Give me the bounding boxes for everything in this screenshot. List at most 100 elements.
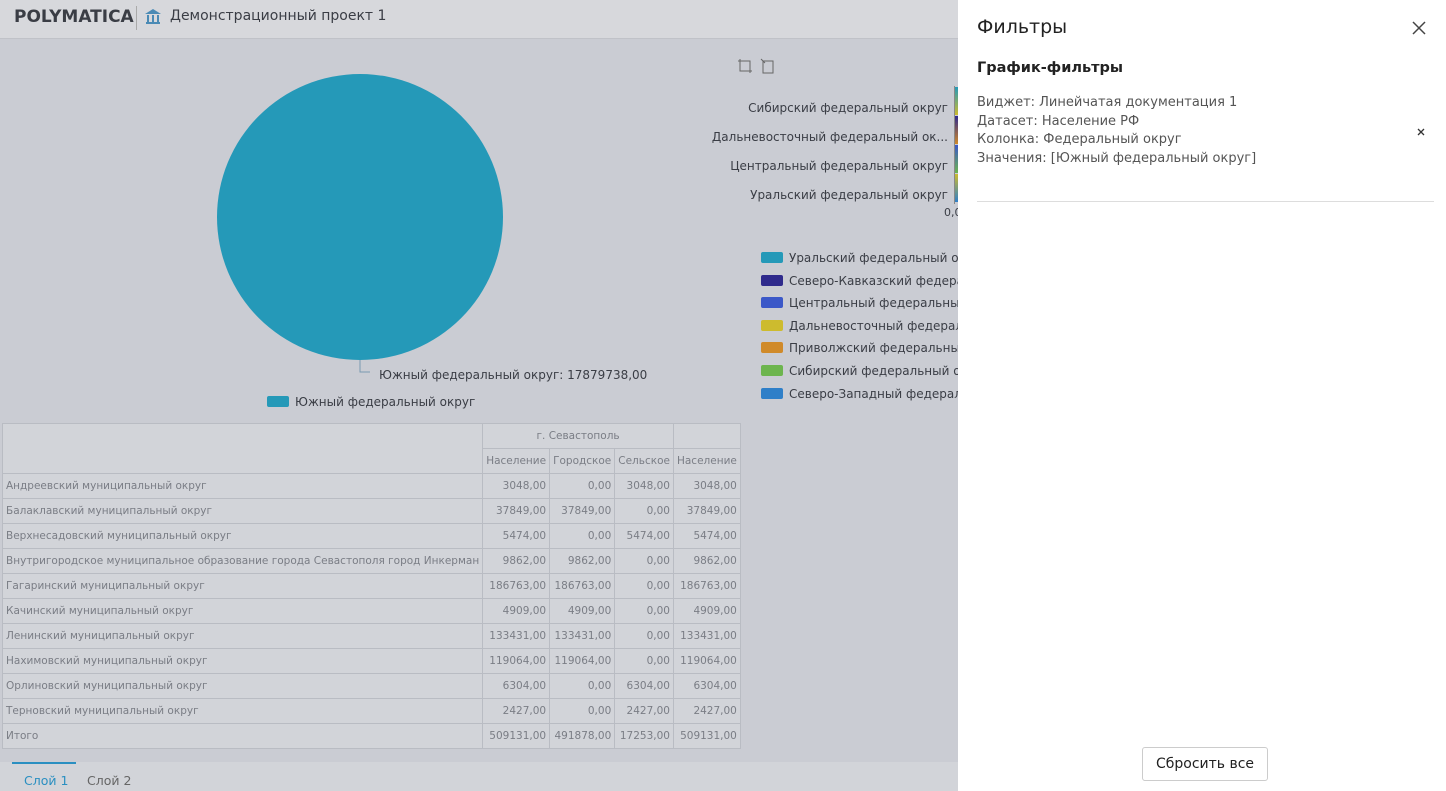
table-cell: Андреевский муниципальный округ (1, 473, 484, 499)
table-cell: 3048,00 (672, 473, 741, 499)
bar-stub (955, 116, 958, 144)
table-cell: 6304,00 (482, 673, 551, 699)
legend-label[interactable]: Сибирский федеральный округ (789, 364, 958, 378)
table-cell: Терновский муниципальный округ (1, 698, 484, 724)
chart-tools[interactable] (737, 57, 779, 75)
table-cell: 133431,00 (672, 623, 741, 649)
table-cell: 0,00 (549, 698, 616, 724)
legend-label[interactable]: Центральный федеральный округ (789, 296, 958, 311)
table-cell: 133431,00 (549, 623, 616, 649)
table-cell: Сельское (614, 448, 674, 474)
logo: POLYMATICA (14, 7, 134, 27)
table-row: Внутригородское муниципальное образовани… (1, 548, 741, 574)
active-tab-indicator (12, 762, 76, 764)
table-row: Итого 509131,00 491878,00 17253,00 509131,00 (1, 723, 741, 749)
filter-detail: Значения: [Южный федеральный округ] (977, 151, 1257, 167)
table-cell: 5474,00 (482, 523, 551, 549)
x-tick-label: 0,0 (944, 206, 958, 219)
table-cell: 2427,00 (482, 698, 551, 724)
table-cell: Городское (549, 448, 616, 474)
filter-detail: Колонка: Федеральный округ (977, 132, 1182, 148)
filter-detail: Датасет: Население РФ (977, 113, 1140, 129)
legend-swatch (761, 319, 783, 331)
table-cell: 119064,00 (672, 648, 741, 674)
table-cell: 0,00 (549, 673, 616, 699)
project-name[interactable]: Демонстрационный проект 1 (170, 8, 387, 24)
table-cell: 186763,00 (549, 573, 616, 599)
table-cell: 4909,00 (672, 598, 741, 624)
table-row: г. Севастополь (1, 423, 741, 474)
legend-swatch (761, 252, 783, 263)
table-cell: 17253,00 (614, 723, 674, 749)
table-cell: 133431,00 (482, 623, 551, 649)
legend-label[interactable]: Уральский федеральный округ (789, 251, 958, 265)
legend-label[interactable]: Приволжский федеральный округ (789, 341, 958, 356)
filters-panel: Фильтры График-фильтры Сбросить все (958, 0, 1446, 791)
project-icon (145, 9, 161, 24)
pie-label: Южный федеральный округ: 17879738,00 (379, 368, 648, 382)
table-cell: 9862,00 (549, 548, 616, 574)
layer-tab[interactable]: Слой 1 (24, 773, 69, 788)
legend-swatch (267, 396, 289, 407)
table-cell: Орлиновский муниципальный округ (1, 673, 484, 699)
table-cell: 0,00 (549, 473, 616, 499)
legend-swatch (761, 365, 783, 376)
reset-button[interactable]: Сбросить все (1142, 747, 1268, 781)
y-tick-label: Уральский федеральный округ (750, 188, 948, 202)
table-cell (1, 423, 484, 474)
tab-bar (0, 762, 958, 791)
legend-label[interactable]: Северо-Западный федеральный округ (789, 386, 958, 401)
table-cell: г. Севастополь (482, 423, 674, 449)
legend-label[interactable]: Дальневосточный федеральный округ (789, 318, 958, 333)
table-cell: 2427,00 (614, 698, 674, 724)
table-cell: 509131,00 (672, 723, 741, 749)
table-cell: 2427,00 (672, 698, 741, 724)
table-row: Качинский муниципальный округ 4909,00 4909… (1, 598, 741, 624)
remove-filter[interactable] (1417, 128, 1425, 136)
workspace: POLYMATICA Демонстрационный проект 1 Сиб… (0, 0, 958, 791)
legend-swatch (761, 274, 783, 286)
table-cell: Внутригородское муниципальное образовани… (1, 548, 484, 574)
table-row: Терновский муниципальный округ 2427,00 0,0… (1, 698, 741, 724)
table-cell: 6304,00 (672, 673, 741, 699)
axis-line (954, 86, 955, 204)
table-row: Гагаринский муниципальный округ 186763,00… (1, 573, 741, 599)
table-cell: 0,00 (614, 548, 674, 574)
legend-label[interactable]: Северо-Кавказский федеральный округ (789, 273, 958, 288)
table-cell: 491878,00 (549, 723, 616, 749)
separator (136, 6, 137, 30)
y-tick-label: Дальневосточный федеральный ок... (711, 130, 948, 144)
table-cell: Балаклавский муниципальный округ (1, 498, 484, 524)
table-cell: 509131,00 (482, 723, 551, 749)
table-cell: 9862,00 (672, 548, 741, 574)
legend-label: Южный федеральный округ (295, 395, 476, 409)
table-cell: 0,00 (614, 498, 674, 524)
filter-detail: Виджет: Линейчатая документация 1 (977, 95, 1238, 110)
table-cell: 6304,00 (614, 673, 674, 699)
table-cell: 0,00 (614, 573, 674, 599)
table-cell: 5474,00 (614, 523, 674, 549)
table-cell (672, 423, 741, 449)
table-cell: 4909,00 (549, 598, 616, 624)
bar-stub (955, 174, 958, 202)
table-cell: 4909,00 (482, 598, 551, 624)
close-button[interactable] (1412, 21, 1426, 35)
table-row: Балаклавский муниципальный округ 37849,00… (1, 498, 741, 524)
bar-stub (955, 145, 958, 173)
table-cell: Верхнесадовский муниципальный округ (1, 523, 484, 549)
table-cell: Нахимовский муниципальный округ (1, 648, 484, 674)
table-cell: 0,00 (614, 648, 674, 674)
table-row: Нахимовский муниципальный округ 119064,00… (1, 648, 741, 674)
panel-title: Фильтры (977, 16, 1068, 38)
table-row: Орлиновский муниципальный округ 6304,00 0,… (1, 673, 741, 699)
legend-swatch (761, 387, 783, 399)
pivot-table: г. Севастополь Население Городское Сельское… (1, 423, 741, 749)
table-row: Верхнесадовский муниципальный округ 5474,… (1, 523, 741, 549)
layer-tab[interactable]: Слой 2 (87, 773, 132, 788)
table-cell: 0,00 (549, 523, 616, 549)
table-row: Андреевский муниципальный округ 3048,00 0,… (1, 473, 741, 499)
table-cell: Население (672, 448, 741, 474)
leader-line (359, 360, 370, 373)
section-title: График-фильтры (977, 60, 1124, 76)
